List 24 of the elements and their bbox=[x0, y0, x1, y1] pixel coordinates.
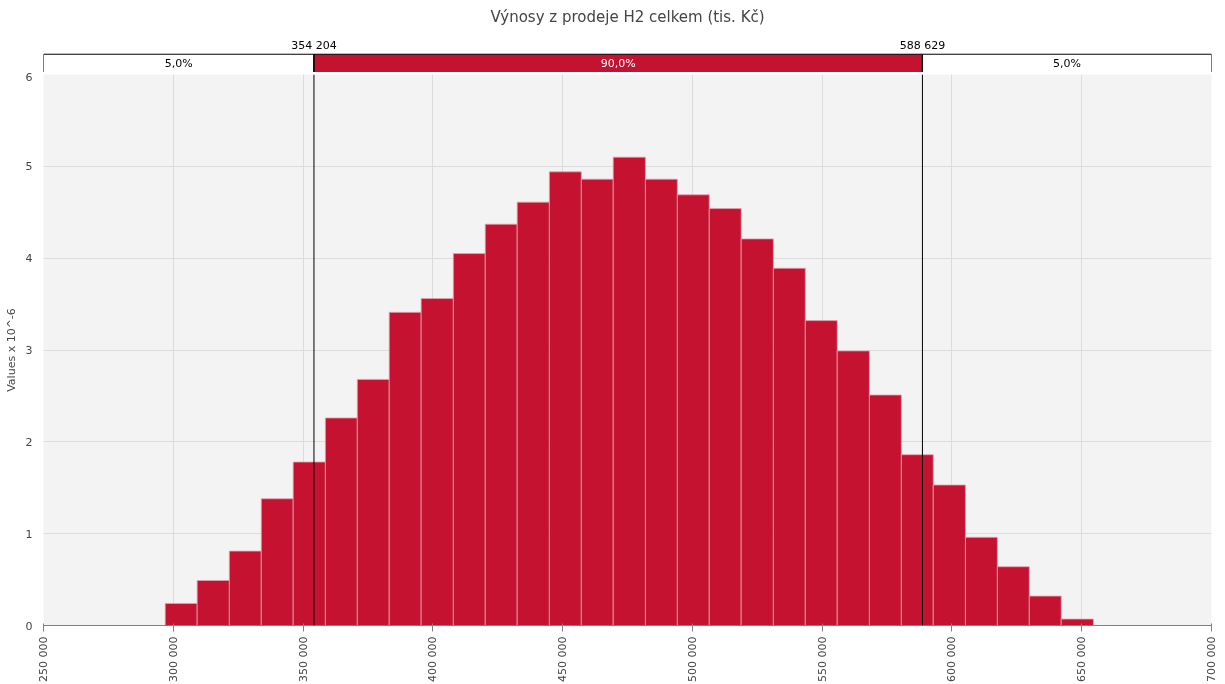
x-tick-label: 250 000 bbox=[37, 636, 50, 682]
y-tick-label: 3 bbox=[25, 344, 33, 357]
x-tick-label: 650 000 bbox=[1075, 636, 1089, 682]
ref-line-label: 354 204 bbox=[291, 38, 337, 52]
ref-line-label: 588 629 bbox=[899, 38, 946, 52]
text: 90,0% bbox=[600, 56, 636, 70]
chart-title: Výnosy z prodeje H2 celkem (tis. Kč) bbox=[490, 7, 765, 26]
y-tick-label: 6 bbox=[25, 70, 33, 84]
x-tick-label: 500 000 bbox=[685, 636, 699, 682]
y-tick-label: 0 bbox=[25, 619, 33, 633]
y-tick-label: 1 bbox=[25, 527, 33, 541]
x-tick-label: 600 000 bbox=[945, 636, 959, 682]
x-tick-label: 350 000 bbox=[296, 636, 310, 682]
y-tick-label: 5 bbox=[25, 160, 33, 174]
y-tick-label: 4 bbox=[25, 252, 33, 266]
text: 5,0% bbox=[1052, 56, 1081, 70]
y-tick-label: 2 bbox=[25, 435, 33, 449]
x-tick-label: 550 000 bbox=[815, 636, 829, 682]
text: 5,0% bbox=[164, 56, 193, 70]
x-tick-label: 700 000 bbox=[1205, 636, 1218, 682]
x-tick-label: 300 000 bbox=[166, 636, 180, 682]
y-axis-title: Values x 10^-6 bbox=[4, 308, 18, 392]
x-tick-label: 400 000 bbox=[426, 636, 440, 682]
x-tick-label: 450 000 bbox=[556, 636, 570, 682]
